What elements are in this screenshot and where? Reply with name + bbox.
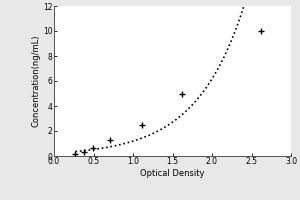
Y-axis label: Concentration(ng/mL): Concentration(ng/mL) xyxy=(31,35,40,127)
X-axis label: Optical Density: Optical Density xyxy=(140,169,205,178)
